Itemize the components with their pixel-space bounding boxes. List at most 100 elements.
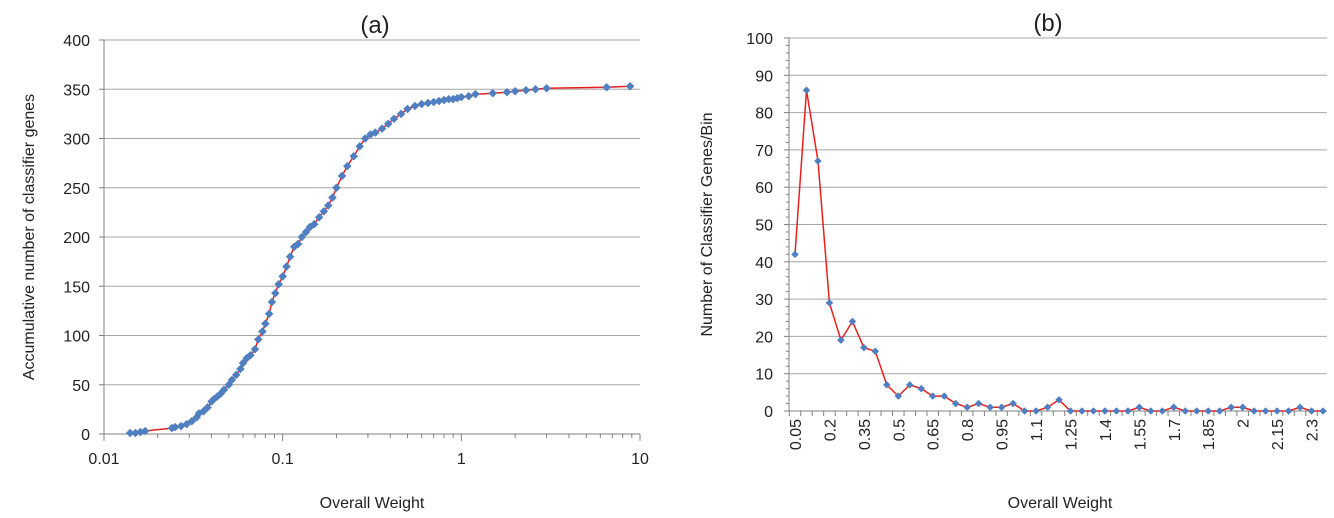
data-point [814, 157, 822, 165]
data-point [342, 161, 352, 171]
data-point [1009, 399, 1017, 408]
data-point [236, 364, 245, 374]
data-point [349, 151, 359, 161]
y-tick-label: 200 [63, 230, 90, 247]
data-point [1192, 407, 1201, 415]
data-point [997, 403, 1006, 412]
y-tick-label: 300 [63, 132, 90, 149]
data-point [905, 381, 914, 389]
x-tick-label: 2.3 [1305, 419, 1322, 441]
x-tick-label: 1.55 [1132, 419, 1149, 450]
data-point [1204, 407, 1213, 415]
y-tick-label: 400 [63, 33, 90, 50]
data-point [238, 358, 248, 368]
data-point [360, 134, 370, 143]
data-point [625, 81, 635, 91]
data-point [456, 92, 466, 102]
data-point [1135, 403, 1144, 412]
y-tick-label: 50 [755, 218, 773, 235]
data-point [260, 319, 270, 329]
data-point [301, 227, 311, 237]
data-point [464, 91, 474, 101]
data-point [1066, 407, 1075, 415]
y-tick-label: 100 [63, 329, 90, 346]
x-axis-title: Overall Weight [320, 495, 425, 512]
data-point [355, 142, 365, 151]
data-point [389, 114, 399, 124]
x-tick-label: 1.7 [1167, 419, 1184, 441]
x-tick-label: 0.95 [995, 419, 1012, 450]
y-tick-label: 250 [63, 181, 90, 198]
data-point [253, 335, 263, 344]
data-point [140, 426, 150, 436]
data-point [227, 375, 237, 385]
data-point [825, 298, 834, 307]
x-tick-label: 1.25 [1064, 419, 1081, 450]
x-tick-label: 10 [631, 451, 649, 468]
x-tick-label: 0.65 [926, 419, 943, 450]
y-tick-label: 350 [63, 82, 90, 99]
chart-panel-b: 0 10 20 30 40 50 60 70 80 90 100 0.05 0.2 0.35 0.5 0.65… [699, 10, 1327, 512]
x-axis-title: Overall Weight [1008, 495, 1113, 512]
panel-label: (a) [360, 12, 389, 39]
y-tick-label: 40 [755, 255, 773, 272]
x-tick-label: 2.15 [1270, 419, 1287, 450]
data-point [848, 317, 857, 326]
data-point [1238, 403, 1247, 412]
data-point [1055, 395, 1063, 404]
data-point [1146, 407, 1155, 415]
data-point [332, 183, 341, 193]
data-point [231, 370, 241, 380]
data-point [1296, 403, 1304, 412]
y-tick-label: 150 [63, 279, 90, 296]
data-point [1112, 407, 1121, 415]
x-tick-label: 0.1 [272, 451, 294, 468]
x-tick-label: 1.4 [1098, 419, 1115, 441]
data-point [1319, 407, 1327, 415]
data-point [837, 336, 845, 344]
data-point [510, 86, 520, 96]
data-point [337, 171, 347, 181]
data-point [521, 85, 531, 95]
data-point [871, 347, 880, 356]
data-point [542, 83, 551, 93]
data-point [370, 128, 380, 137]
data-point [1078, 407, 1086, 415]
data-point [297, 232, 307, 242]
x-tick-label: 0.01 [88, 451, 119, 468]
y-tick-label: 90 [755, 68, 773, 85]
data-point [502, 87, 512, 97]
data-point [1181, 407, 1190, 415]
series-line [794, 90, 1323, 412]
y-tick-label: 60 [755, 180, 773, 197]
data-point [1215, 407, 1224, 415]
data-point [1043, 403, 1052, 412]
x-tick-label: 0.35 [857, 419, 874, 450]
y-tick-label: 10 [755, 367, 773, 384]
data-point [258, 327, 267, 336]
data-point [974, 399, 983, 408]
data-point [278, 272, 288, 281]
data-point [882, 381, 891, 389]
x-tick-label: 0.5 [891, 419, 908, 441]
data-point [383, 119, 393, 129]
data-point [1124, 407, 1132, 415]
data-point [314, 212, 324, 222]
data-point [917, 384, 926, 393]
data-point [274, 279, 284, 289]
data-point [323, 201, 333, 210]
data-point [928, 392, 937, 400]
data-point [250, 344, 260, 354]
y-tick-label: 30 [755, 292, 773, 309]
data-point [963, 403, 972, 412]
data-point [940, 392, 949, 400]
data-point [894, 392, 903, 400]
data-point [267, 297, 277, 307]
data-point [403, 104, 412, 114]
x-tick-label: 0.8 [960, 419, 977, 441]
x-tick-label: 2 [1236, 419, 1253, 428]
data-point [264, 309, 274, 319]
data-point [951, 399, 960, 408]
data-point [860, 343, 868, 352]
